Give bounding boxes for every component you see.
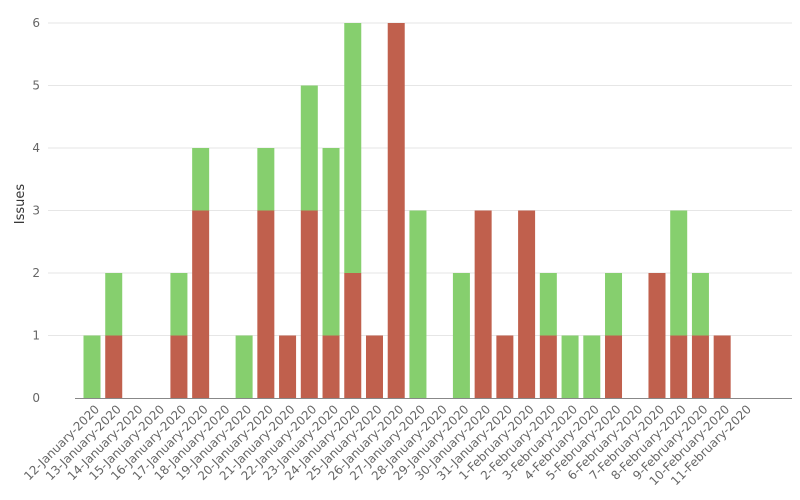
y-tick-label: 6 bbox=[32, 16, 40, 30]
bar-segment bbox=[300, 210, 318, 398]
y-tick-label: 3 bbox=[32, 204, 40, 218]
y-tick-label: 4 bbox=[32, 141, 40, 155]
bar-segment bbox=[322, 335, 340, 398]
bar-segment bbox=[452, 273, 470, 398]
bar-segment bbox=[713, 335, 731, 398]
bar-segment bbox=[605, 335, 623, 398]
bar-segment bbox=[344, 273, 362, 398]
y-axis-title: Issues bbox=[13, 184, 28, 225]
bar-segment bbox=[583, 335, 601, 398]
bar-segment bbox=[170, 335, 188, 398]
bar-segment bbox=[387, 23, 405, 398]
bar-segment bbox=[192, 148, 210, 211]
bar-segment bbox=[257, 210, 275, 398]
bar-segment bbox=[561, 335, 579, 398]
bar-segment bbox=[496, 335, 514, 398]
bar-segment bbox=[474, 210, 492, 398]
y-tick-label: 0 bbox=[32, 391, 40, 405]
bar-segment bbox=[300, 85, 318, 211]
y-tick-label: 1 bbox=[32, 329, 40, 343]
bar-segment bbox=[105, 335, 123, 398]
bar-segment bbox=[192, 210, 210, 398]
bar-segment bbox=[605, 273, 623, 336]
bar-segment bbox=[344, 23, 362, 273]
bar-segment bbox=[322, 148, 340, 336]
bars bbox=[83, 23, 731, 398]
x-axis-ticks: 12-January-202013-January-202014-January… bbox=[21, 402, 754, 488]
bar-segment bbox=[539, 335, 557, 398]
bar-segment bbox=[105, 273, 123, 336]
bar-segment bbox=[235, 335, 253, 398]
bar-segment bbox=[518, 210, 536, 398]
bar-segment bbox=[670, 335, 688, 398]
bar-segment bbox=[670, 210, 688, 336]
bar-segment bbox=[365, 335, 383, 398]
bar-segment bbox=[257, 148, 275, 211]
bar-segment bbox=[691, 335, 709, 398]
y-tick-label: 5 bbox=[32, 79, 40, 93]
bar-segment bbox=[170, 273, 188, 336]
bar-segment bbox=[279, 335, 297, 398]
bar-segment bbox=[409, 210, 427, 398]
bar-segment bbox=[691, 273, 709, 336]
bar-segment bbox=[648, 273, 666, 398]
bar-segment bbox=[539, 273, 557, 336]
bar-segment bbox=[83, 335, 101, 398]
y-tick-label: 2 bbox=[32, 266, 40, 280]
y-axis-ticks: 0 1 2 3 4 5 6 bbox=[32, 16, 40, 405]
